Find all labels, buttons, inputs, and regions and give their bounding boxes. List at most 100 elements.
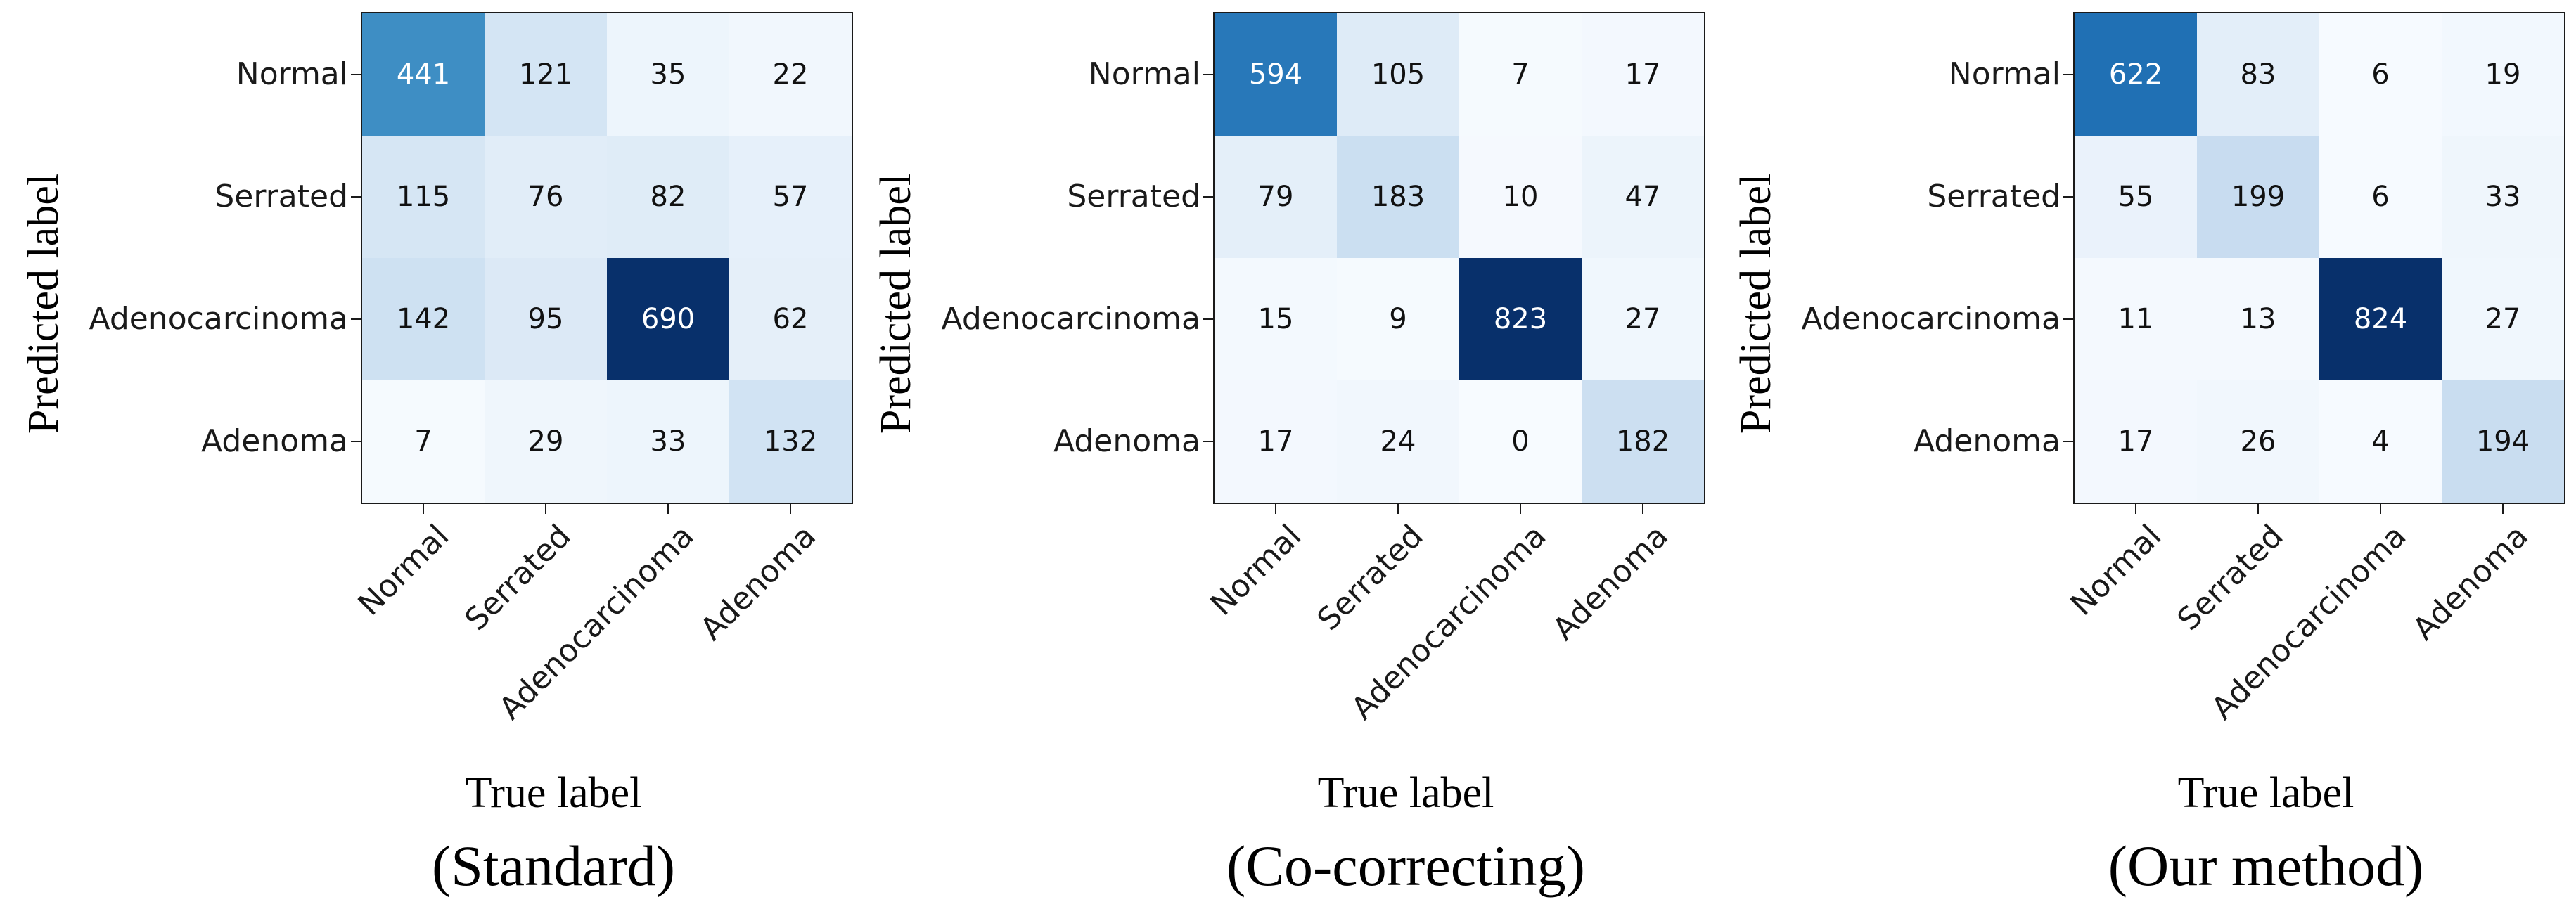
x-tick-label: Normal — [1203, 518, 1309, 623]
y-tick-label: Normal — [236, 56, 348, 92]
y-tick-label: Normal — [1088, 56, 1200, 92]
matrix-cell: 132 — [729, 380, 852, 503]
y-tick-mark — [351, 74, 361, 75]
matrix-cell: 0 — [1459, 380, 1582, 503]
method-caption: (Standard) — [431, 834, 676, 898]
matrix-cell: 17 — [1215, 380, 1337, 503]
x-tick-mark — [667, 504, 669, 514]
matrix-cell: 55 — [2075, 136, 2197, 258]
y-tick-label: Serrated — [214, 179, 348, 214]
x-axis-label: True label — [2177, 769, 2354, 817]
y-tick-mark — [1203, 318, 1213, 320]
panel-co-correcting: Predicted label 594 105 7 17 79 183 10 47 15 9 823… — [859, 0, 1717, 916]
matrix-cell: 622 — [2075, 13, 2197, 136]
matrix-cell: 194 — [2442, 380, 2564, 503]
matrix-cell: 824 — [2319, 258, 2442, 380]
matrix-cell: 823 — [1459, 258, 1582, 380]
matrix-cell: 33 — [2442, 136, 2564, 258]
matrix-cell: 35 — [607, 13, 729, 136]
matrix-cell: 183 — [1337, 136, 1459, 258]
matrix-cell: 83 — [2197, 13, 2319, 136]
y-tick-label: Serrated — [1927, 179, 2061, 214]
panel-our-method: Predicted label 622 83 6 19 55 199 6 33 11 13 824 2… — [1717, 0, 2576, 916]
matrix-cell: 29 — [485, 380, 607, 503]
y-tick-label: Adenoma — [201, 423, 348, 459]
matrix-cell: 27 — [1582, 258, 1704, 380]
matrix-cell: 121 — [485, 13, 607, 136]
matrix-cell: 57 — [729, 136, 852, 258]
y-tick-label: Normal — [1948, 56, 2061, 92]
heatmap-our-method: 622 83 6 19 55 199 6 33 11 13 824 27 17 26 4 194 — [2073, 12, 2565, 504]
matrix-cell: 22 — [729, 13, 852, 136]
x-tick-mark — [423, 504, 424, 514]
y-tick-label: Adenocarcinoma — [89, 301, 348, 337]
matrix-cell: 11 — [2075, 258, 2197, 380]
matrix-cell: 7 — [362, 380, 485, 503]
x-tick-mark — [1642, 504, 1643, 514]
method-caption: (Co-correcting) — [1226, 834, 1585, 898]
matrix-cell: 7 — [1459, 13, 1582, 136]
y-tick-mark — [351, 441, 361, 442]
matrix-cell: 690 — [607, 258, 729, 380]
matrix-cell: 76 — [485, 136, 607, 258]
y-tick-mark — [2063, 441, 2073, 442]
x-tick-mark — [2502, 504, 2504, 514]
matrix-cell: 182 — [1582, 380, 1704, 503]
matrix-cell: 26 — [2197, 380, 2319, 503]
matrix-cell: 19 — [2442, 13, 2564, 136]
heatmap-co-correcting: 594 105 7 17 79 183 10 47 15 9 823 27 17 24 0 182 — [1213, 12, 1705, 504]
x-tick-label: Adenoma — [1546, 518, 1676, 647]
y-tick-label: Serrated — [1067, 179, 1200, 214]
matrix-cell: 17 — [2075, 380, 2197, 503]
x-tick-mark — [790, 504, 791, 514]
matrix-cell: 15 — [1215, 258, 1337, 380]
matrix-cell: 33 — [607, 380, 729, 503]
matrix-cell: 6 — [2319, 136, 2442, 258]
y-tick-mark — [351, 318, 361, 320]
x-tick-mark — [2257, 504, 2259, 514]
x-tick-label: Adenoma — [693, 518, 824, 647]
matrix-cell: 142 — [362, 258, 485, 380]
x-tick-mark — [2380, 504, 2381, 514]
matrix-cell: 594 — [1215, 13, 1337, 136]
y-tick-mark — [2063, 196, 2073, 198]
method-caption: (Our method) — [2108, 834, 2424, 898]
y-tick-label: Adenoma — [1053, 423, 1200, 459]
matrix-cell: 199 — [2197, 136, 2319, 258]
x-tick-label: Normal — [351, 518, 456, 623]
x-axis-label: True label — [1317, 769, 1494, 817]
matrix-cell: 17 — [1582, 13, 1704, 136]
y-tick-mark — [2063, 318, 2073, 320]
matrix-cell: 95 — [485, 258, 607, 380]
x-tick-mark — [545, 504, 546, 514]
matrix-cell: 62 — [729, 258, 852, 380]
panel-standard: Predicted label 441 121 35 22 115 76 82 57 142 95… — [0, 0, 859, 916]
matrix-cell: 9 — [1337, 258, 1459, 380]
matrix-cell: 47 — [1582, 136, 1704, 258]
y-tick-mark — [351, 196, 361, 198]
heatmap-standard: 441 121 35 22 115 76 82 57 142 95 690 62 7 29 33 132 — [361, 12, 853, 504]
matrix-cell: 24 — [1337, 380, 1459, 503]
matrix-cell: 105 — [1337, 13, 1459, 136]
matrix-cell: 441 — [362, 13, 485, 136]
x-tick-label: Adenoma — [2406, 518, 2536, 647]
x-tick-label: Serrated — [1310, 518, 1431, 638]
x-tick-label: Normal — [2063, 518, 2169, 623]
x-tick-mark — [1520, 504, 1521, 514]
y-tick-label: Adenoma — [1914, 423, 2061, 459]
matrix-cell: 79 — [1215, 136, 1337, 258]
y-tick-mark — [1203, 441, 1213, 442]
y-tick-label: Adenocarcinoma — [941, 301, 1200, 337]
matrix-cell: 82 — [607, 136, 729, 258]
x-tick-mark — [2135, 504, 2136, 514]
y-tick-mark — [1203, 74, 1213, 75]
x-tick-label: Serrated — [2170, 518, 2291, 638]
y-tick-mark — [1203, 196, 1213, 198]
y-tick-mark — [2063, 74, 2073, 75]
matrix-cell: 27 — [2442, 258, 2564, 380]
matrix-cell: 10 — [1459, 136, 1582, 258]
matrix-cell: 6 — [2319, 13, 2442, 136]
x-tick-mark — [1275, 504, 1276, 514]
y-tick-label: Adenocarcinoma — [1801, 301, 2061, 337]
